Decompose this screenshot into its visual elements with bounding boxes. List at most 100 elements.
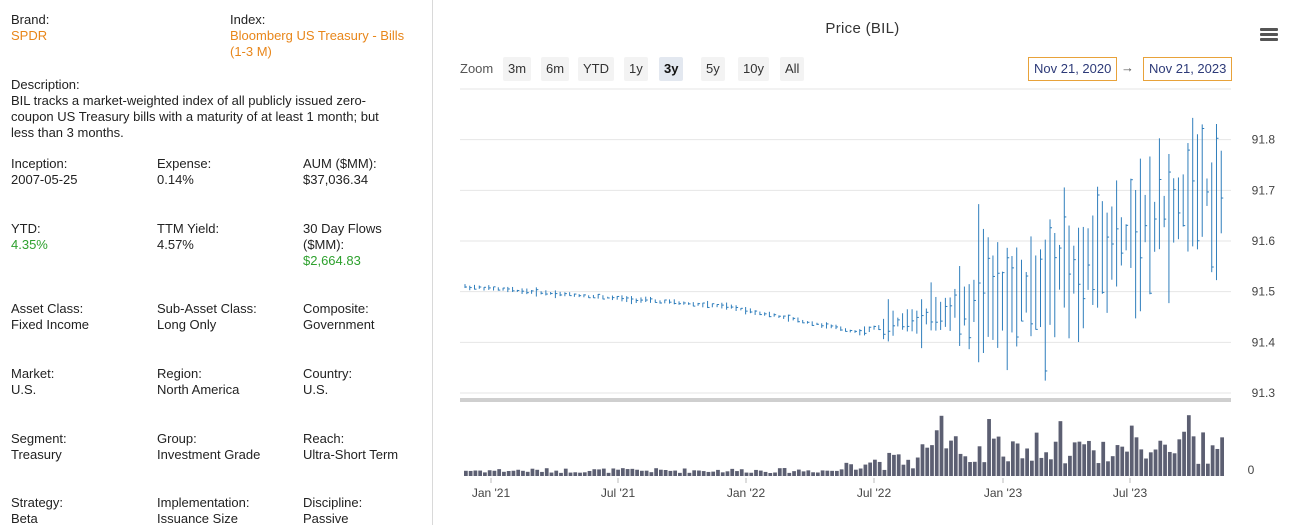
inception-field: Inception: 2007-05-25 bbox=[11, 156, 78, 188]
reach-label: Reach: bbox=[303, 431, 345, 446]
flows-field: 30 Day Flows ($MM): $2,664.83 bbox=[303, 221, 382, 269]
y-tick-label: 91.7 bbox=[1252, 183, 1276, 197]
x-tick-label: Jul '21 bbox=[601, 486, 636, 500]
volume-bar bbox=[549, 472, 554, 476]
volume-bar bbox=[1101, 441, 1106, 476]
volume-bar bbox=[1153, 449, 1158, 476]
volume-bar bbox=[1167, 451, 1172, 476]
volume-bar bbox=[996, 436, 1001, 476]
volume-bar bbox=[535, 469, 540, 476]
volume-bar bbox=[834, 470, 839, 476]
volume-bar bbox=[1087, 440, 1091, 476]
volume-bar bbox=[801, 471, 806, 476]
volume-bar bbox=[506, 470, 511, 476]
range-to-input[interactable]: Nov 21, 2023 bbox=[1143, 57, 1233, 81]
volume-bar bbox=[1110, 456, 1115, 476]
implementation-value: Issuance Size bbox=[157, 511, 238, 526]
inception-value: 2007-05-25 bbox=[11, 172, 78, 187]
volume-bar bbox=[559, 472, 563, 476]
volume-bar bbox=[1158, 440, 1163, 476]
volume-bar bbox=[892, 454, 896, 476]
volume-bar bbox=[1129, 425, 1134, 476]
volume-bar bbox=[725, 471, 730, 476]
expense-label: Expense: bbox=[157, 156, 212, 171]
volume-bar bbox=[949, 440, 953, 476]
expense-field: Expense: 0.14% bbox=[157, 156, 211, 188]
y-tick-label: 91.5 bbox=[1252, 285, 1276, 299]
volume-bar bbox=[1215, 448, 1220, 476]
region-value: North America bbox=[157, 382, 240, 397]
volume-bar bbox=[1172, 453, 1177, 476]
price-chart[interactable]: 91.3 91.4 91.5 91.6 91.7 91.8 0 Jan '21 Jul '21 J… bbox=[433, 0, 1292, 525]
fund-details-panel: Brand: SPDR Index: Bloomberg US Treasury… bbox=[0, 0, 433, 527]
volume-bar bbox=[1091, 450, 1096, 476]
volume-bar bbox=[697, 470, 701, 476]
volume-bar bbox=[563, 468, 568, 476]
index-value[interactable]: Bloomberg US Treasury - Bills bbox=[230, 28, 405, 43]
range-from-input[interactable]: Nov 21, 2020 bbox=[1028, 57, 1118, 81]
zoom-6m-button[interactable]: 6m bbox=[541, 57, 570, 81]
volume-bar bbox=[987, 419, 991, 476]
volume-bar bbox=[820, 470, 825, 476]
market-value: U.S. bbox=[11, 382, 37, 397]
zoom-5y-button[interactable]: 5y bbox=[701, 57, 725, 81]
volume-bar bbox=[930, 445, 934, 476]
volume-bar bbox=[1044, 452, 1049, 476]
volume-bar bbox=[1058, 421, 1063, 476]
group-value: Investment Grade bbox=[157, 447, 261, 462]
volume-bar bbox=[787, 472, 792, 476]
volume-bar bbox=[682, 468, 687, 476]
volume-bar bbox=[478, 470, 483, 476]
volume-bar bbox=[1025, 448, 1029, 476]
volume-bar bbox=[706, 471, 711, 476]
ttm-yield-value: 4.57% bbox=[157, 237, 194, 252]
volume-bar bbox=[1163, 444, 1167, 476]
volume-bar bbox=[1182, 431, 1186, 476]
flows-label: 30 Day Flows bbox=[303, 221, 382, 236]
zoom-ytd-button[interactable]: YTD bbox=[578, 57, 614, 81]
volume-bar bbox=[597, 469, 601, 476]
volume-bar bbox=[611, 468, 616, 476]
volume-bar bbox=[1139, 449, 1144, 476]
volume-bar bbox=[1177, 439, 1182, 476]
volume-bar bbox=[649, 472, 654, 476]
group-field: Group: Investment Grade bbox=[157, 431, 260, 463]
volume-bar bbox=[1010, 441, 1015, 476]
brand-value[interactable]: SPDR bbox=[11, 28, 48, 43]
zoom-3y-button[interactable]: 3y bbox=[659, 57, 684, 81]
volume-bar bbox=[758, 470, 763, 476]
volume-bar bbox=[735, 471, 739, 476]
volume-bar bbox=[863, 464, 868, 476]
volume-bar bbox=[739, 469, 744, 476]
index-value-line2[interactable]: (1-3 M) bbox=[230, 44, 272, 59]
zoom-1y-button[interactable]: 1y bbox=[624, 57, 648, 81]
strategy-value: Beta bbox=[11, 511, 38, 526]
volume-bar bbox=[953, 436, 958, 476]
hamburger-menu-icon[interactable] bbox=[1260, 28, 1278, 42]
volume-bar bbox=[544, 468, 549, 476]
market-field: Market: U.S. bbox=[11, 366, 54, 398]
flows-label-line2: ($MM): bbox=[303, 237, 345, 252]
asset-class-field: Asset Class: Fixed Income bbox=[11, 301, 89, 333]
region-label: Region: bbox=[157, 366, 202, 381]
chart-title: Price (BIL) bbox=[825, 20, 900, 37]
segment-value: Treasury bbox=[11, 447, 62, 462]
zoom-3m-button[interactable]: 3m bbox=[503, 57, 532, 81]
volume-bar bbox=[1082, 444, 1087, 476]
volume-bar bbox=[1029, 460, 1034, 476]
description-field: Description: BIL tracks a market-weighte… bbox=[11, 77, 379, 141]
volume-bar bbox=[1120, 446, 1125, 476]
sub-asset-class-field: Sub-Asset Class: Long Only bbox=[157, 301, 257, 333]
zoom-10y-button[interactable]: 10y bbox=[738, 57, 769, 81]
sub-asset-class-value: Long Only bbox=[157, 317, 217, 332]
volume-bar bbox=[711, 471, 716, 476]
volume-bar bbox=[1034, 432, 1039, 476]
zoom-all-button[interactable]: All bbox=[780, 57, 805, 81]
volume-bar bbox=[635, 469, 639, 476]
volume-bar bbox=[882, 469, 887, 476]
volume-bar bbox=[511, 470, 516, 476]
volume-bar bbox=[525, 471, 530, 476]
volume-bar bbox=[963, 456, 968, 476]
discipline-field: Discipline: Passive bbox=[303, 495, 362, 527]
y-tick-label: 91.6 bbox=[1252, 234, 1276, 248]
